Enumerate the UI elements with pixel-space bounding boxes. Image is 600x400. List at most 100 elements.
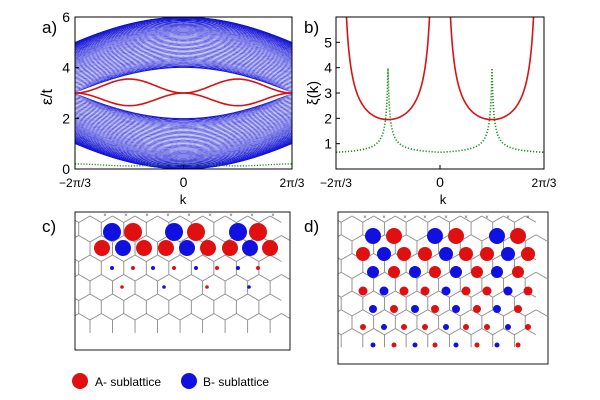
a-site-atom xyxy=(474,342,480,348)
bulk-band-lower xyxy=(74,136,293,161)
bulk-band-lower xyxy=(74,103,293,123)
a-site-atom xyxy=(418,247,432,261)
bulk-band-upper xyxy=(74,47,293,68)
a-site-atom xyxy=(401,324,407,330)
ytick-label: 4 xyxy=(62,60,70,76)
bulk-band-upper xyxy=(74,65,293,87)
xtick-label: 0 xyxy=(180,174,188,190)
edge-site-mark: × xyxy=(166,213,170,219)
panel-b-chart: 1 2 3 4 5 −2π/3 0 2π/3 ξ(k) k xyxy=(305,16,557,207)
a-site-atom xyxy=(514,305,522,313)
bulk-band-upper xyxy=(74,17,293,44)
b-site-atom xyxy=(247,285,251,289)
a-site-atom xyxy=(429,266,441,278)
b-site-atom xyxy=(501,247,515,261)
b-site-atom xyxy=(412,342,418,348)
bulk-band-lower xyxy=(74,105,293,125)
bulk-band-upper xyxy=(74,29,293,52)
edge-site-mark: × xyxy=(208,213,212,219)
bulk-band-upper xyxy=(74,33,293,56)
bulk-band-lower xyxy=(74,138,293,163)
bulk-band-lower xyxy=(74,100,293,121)
b-site-atom xyxy=(409,266,421,278)
panel-c-frame xyxy=(74,211,291,351)
ytick-label: 3 xyxy=(324,85,332,101)
a-site-atom xyxy=(249,223,267,241)
bulk-band-upper xyxy=(74,23,293,48)
a-site-atom xyxy=(158,240,174,256)
a-site-atom xyxy=(523,286,533,296)
bulk-band-lower xyxy=(74,97,293,120)
bulk-band-lower xyxy=(74,110,293,130)
b-site-atom xyxy=(165,223,183,241)
panel-a-xlabel: k xyxy=(180,192,187,207)
bulk-band-upper xyxy=(74,22,293,47)
bulk-band-lower xyxy=(74,109,293,128)
panel-b-ylabel: ξ(k) xyxy=(305,81,322,105)
bulk-band-lower xyxy=(74,115,293,135)
bulk-band-lower xyxy=(74,137,293,162)
a-site-atom xyxy=(388,266,400,278)
b-site-atom xyxy=(491,266,503,278)
edge-site-mark: × xyxy=(250,213,254,219)
edge-site-mark: × xyxy=(124,213,128,219)
bulk-band-lower xyxy=(74,134,293,158)
a-site-atom xyxy=(124,223,142,241)
edge-band-upper xyxy=(74,78,293,94)
a-site-atom xyxy=(386,228,402,244)
bulk-band-lower xyxy=(74,123,293,144)
b-site-atom xyxy=(453,342,459,348)
bulk-band-lower xyxy=(74,128,293,150)
bulk-band-lower xyxy=(74,125,293,146)
bulk-band-lower xyxy=(74,111,293,131)
bulk-band-upper xyxy=(74,44,293,64)
ytick-label: 0 xyxy=(62,161,70,177)
a-site-atom xyxy=(512,266,524,278)
panel-a-ylabel: ε/t xyxy=(39,88,56,105)
b-site-atom xyxy=(379,286,389,296)
a-site-atom xyxy=(215,266,219,270)
legend-a-label: A- sublattice xyxy=(95,375,161,389)
bulk-band-upper xyxy=(74,46,293,67)
bulk-band-lower xyxy=(74,114,293,133)
ytick-label: 6 xyxy=(62,9,70,25)
bulk-band-upper xyxy=(74,66,293,89)
b-site-atom xyxy=(452,305,460,313)
bulk-band-lower xyxy=(74,116,293,136)
bulk-band-lower xyxy=(74,132,293,155)
bulk-band-upper xyxy=(74,37,293,59)
bulk-band-upper xyxy=(74,39,293,60)
legend-b-marker xyxy=(181,373,197,389)
a-site-atom xyxy=(187,223,205,241)
bulk-band-lower xyxy=(74,130,293,153)
bulk-band-upper xyxy=(74,30,293,53)
b-site-atom xyxy=(493,305,501,313)
a-site-atom xyxy=(397,247,411,261)
bulk-band-lower xyxy=(74,139,293,165)
bulk-band-lower xyxy=(74,117,293,137)
a-site-atom xyxy=(422,324,428,330)
bulk-band-upper xyxy=(74,32,293,55)
b-site-atom xyxy=(377,247,391,261)
a-site-atom xyxy=(358,286,368,296)
panel-d-label: d) xyxy=(304,217,319,236)
bulk-band-lower xyxy=(74,126,293,147)
edge-site-mark: × xyxy=(229,213,233,219)
bulk-band-lower xyxy=(74,129,293,152)
bulk-band-upper xyxy=(74,67,293,92)
bulk-band-upper xyxy=(74,19,293,45)
ytick-label: 1 xyxy=(324,136,332,152)
a-site-atom xyxy=(120,285,124,289)
bulk-band-lower xyxy=(74,113,293,132)
bulk-band-lower xyxy=(74,101,293,122)
edge-site-mark: × xyxy=(271,213,275,219)
edge-site-mark: × xyxy=(382,215,386,221)
a-site-atom xyxy=(200,240,216,256)
b-site-atom xyxy=(503,286,513,296)
bulk-band-upper xyxy=(74,19,293,45)
bulk-band-lower xyxy=(74,121,293,141)
edge-site-mark: × xyxy=(526,215,530,221)
b-site-atom xyxy=(450,266,462,278)
xi-solid-curve xyxy=(345,17,535,121)
